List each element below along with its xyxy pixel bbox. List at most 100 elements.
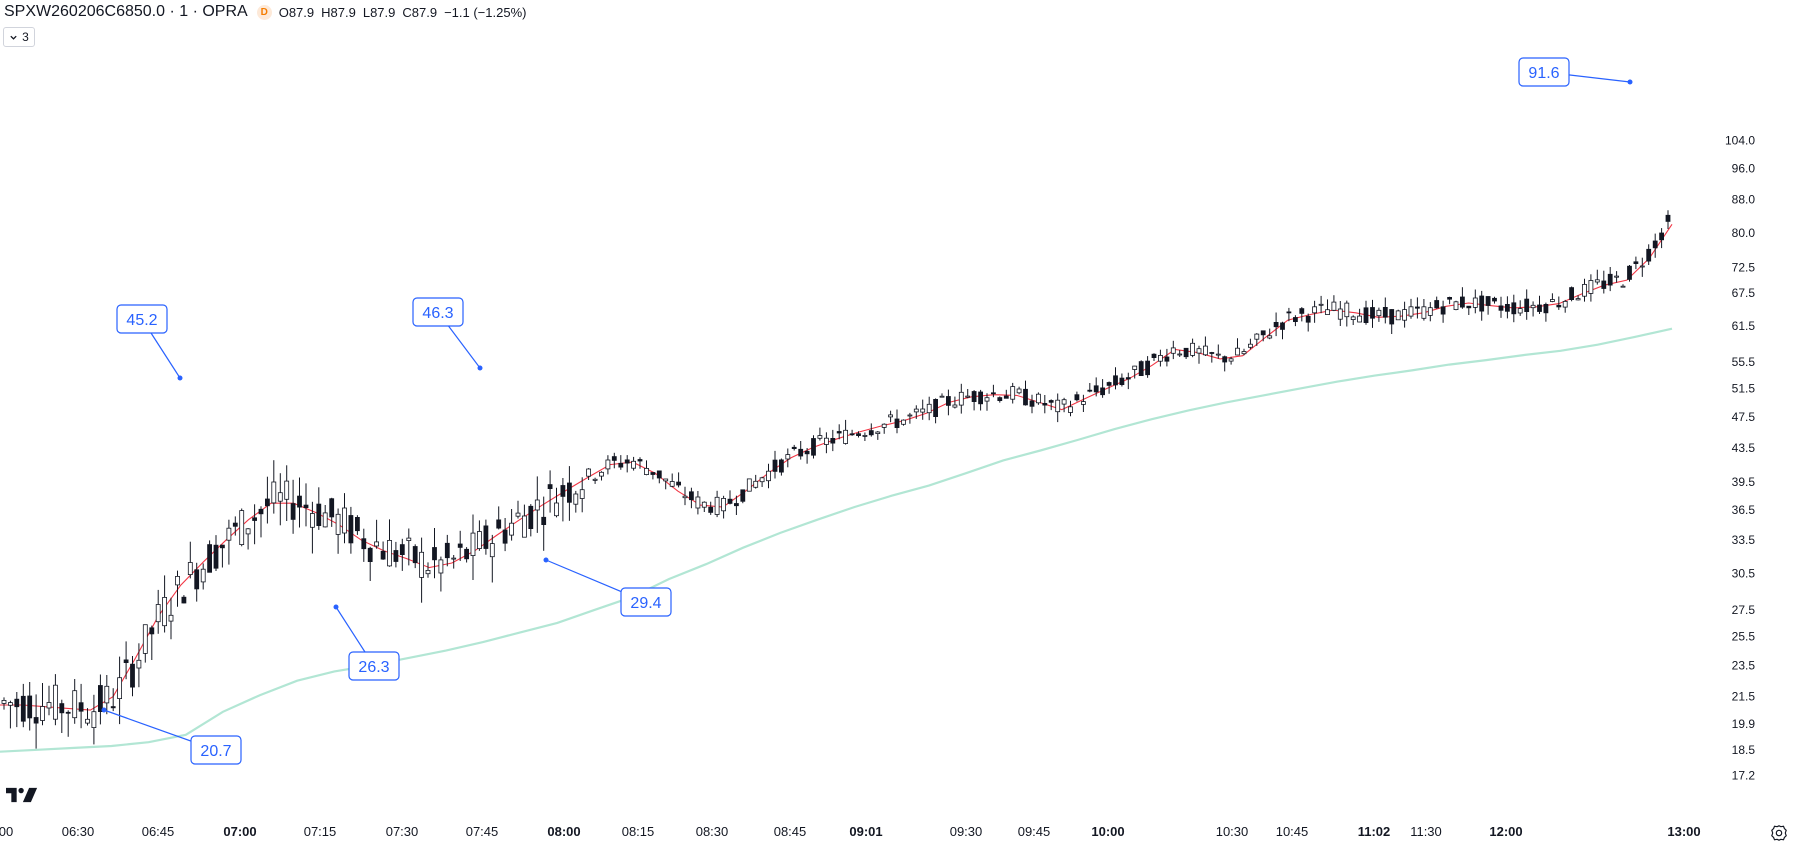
x-axis-tick-label: 00	[0, 824, 13, 839]
candle-body	[1209, 352, 1215, 354]
candle-body	[1061, 399, 1067, 405]
candle-body	[1569, 287, 1574, 301]
ohlc-close-value: 87.9	[411, 4, 438, 20]
callout-box[interactable]	[116, 304, 168, 334]
y-axis-tick-label: 47.5	[1732, 410, 1756, 424]
y-axis-tick-label: 67.5	[1732, 286, 1756, 300]
candle-body	[547, 484, 553, 490]
candle-body	[791, 446, 797, 449]
gear-icon[interactable]	[1770, 824, 1788, 842]
candle-body	[1183, 347, 1189, 358]
candle-body	[560, 485, 566, 497]
candle-body	[1382, 306, 1388, 318]
candle-body	[965, 395, 971, 398]
candle-body	[374, 541, 380, 547]
candle-body	[232, 522, 238, 527]
callout-value[interactable]: 45.2	[126, 312, 157, 329]
candle-body	[779, 459, 784, 473]
ohlc-close-key: C	[402, 4, 412, 20]
candle-body	[483, 525, 489, 549]
candle-body	[624, 459, 630, 464]
candle-body	[329, 498, 335, 518]
candle-body	[695, 496, 701, 509]
candle-body	[297, 495, 302, 508]
candle-body	[830, 437, 836, 444]
candle-body	[1087, 389, 1093, 392]
candle-body	[252, 517, 258, 521]
callout-box[interactable]	[348, 651, 400, 681]
candle-body	[1543, 303, 1549, 314]
y-axis-tick-label: 43.5	[1732, 441, 1756, 455]
candle-body	[1562, 300, 1568, 308]
y-axis-tick-label: 72.5	[1732, 261, 1756, 275]
candle-body	[875, 431, 881, 435]
candle-body	[162, 597, 168, 627]
candle-body	[1029, 400, 1035, 407]
candle-body	[1036, 393, 1041, 404]
candle-body	[85, 718, 90, 724]
callout-box[interactable]	[1518, 57, 1570, 87]
candle-body	[1659, 232, 1664, 241]
price-change: −1.1 (−1.25%)	[444, 4, 527, 20]
candle-body	[1344, 302, 1350, 318]
x-axis-tick-label: 11:30	[1410, 824, 1442, 839]
candle-body	[489, 543, 495, 558]
candle-body	[348, 515, 354, 544]
callout-box[interactable]	[190, 735, 242, 765]
candle-body	[175, 576, 180, 586]
candle-body	[1614, 275, 1619, 278]
candle-body	[766, 470, 771, 482]
candle-body	[843, 429, 848, 444]
candle-body	[1633, 261, 1639, 264]
candle-body	[978, 391, 983, 405]
candle-body	[393, 550, 399, 562]
callout-value[interactable]: 46.3	[422, 305, 453, 322]
candle-body	[1550, 299, 1555, 302]
candle-body	[380, 550, 386, 560]
candle-body	[1260, 330, 1266, 336]
callout-value[interactable]: 29.4	[630, 595, 661, 612]
candle-body	[130, 663, 135, 688]
candle-body	[438, 559, 444, 574]
candle-body	[1389, 309, 1395, 325]
candle-body	[1485, 296, 1491, 306]
indicators-toggle-button[interactable]: 3	[3, 27, 35, 47]
x-axis-tick-label: 09:45	[1018, 824, 1051, 839]
tradingview-logo-icon[interactable]	[6, 787, 38, 803]
candle-body	[104, 685, 110, 704]
candle-body	[676, 481, 681, 486]
callout-anchor-dot	[333, 604, 339, 610]
candle-body	[1164, 356, 1170, 362]
x-axis-tick-label: 10:00	[1091, 824, 1124, 839]
callout-box[interactable]	[620, 587, 672, 617]
x-axis-tick-label: 06:30	[62, 824, 95, 839]
candle-body	[361, 538, 367, 550]
candle-body	[33, 717, 39, 724]
candle-body	[1222, 356, 1228, 363]
x-axis-tick-label: 07:15	[304, 824, 337, 839]
callout-anchor-dot	[543, 557, 549, 563]
ohlc-open: O87.9	[279, 5, 314, 20]
symbol-title[interactable]: SPXW260206C6850.0 · 1 · OPRA	[4, 3, 248, 20]
candle-body	[753, 480, 759, 488]
candle-body	[856, 433, 861, 437]
callout-value[interactable]: 20.7	[200, 743, 231, 760]
data-source-badge[interactable]: D	[256, 4, 272, 20]
candle-body	[669, 481, 675, 487]
candle-body	[708, 506, 714, 513]
candle-body	[952, 404, 958, 408]
candle-body	[1074, 394, 1080, 401]
candle-body	[1421, 306, 1427, 319]
candle-body	[1415, 306, 1420, 309]
candle-body	[1241, 351, 1247, 355]
y-axis-tick-label: 96.0	[1732, 162, 1756, 176]
candle-body	[1575, 298, 1581, 301]
callout-box[interactable]	[412, 297, 464, 327]
callout-value[interactable]: 26.3	[358, 659, 389, 676]
callout-value[interactable]: 91.6	[1528, 65, 1559, 82]
candle-body	[168, 614, 174, 622]
candle-body	[1228, 358, 1234, 362]
candle-body	[1286, 311, 1292, 314]
y-axis-tick-label: 19.9	[1732, 717, 1756, 731]
